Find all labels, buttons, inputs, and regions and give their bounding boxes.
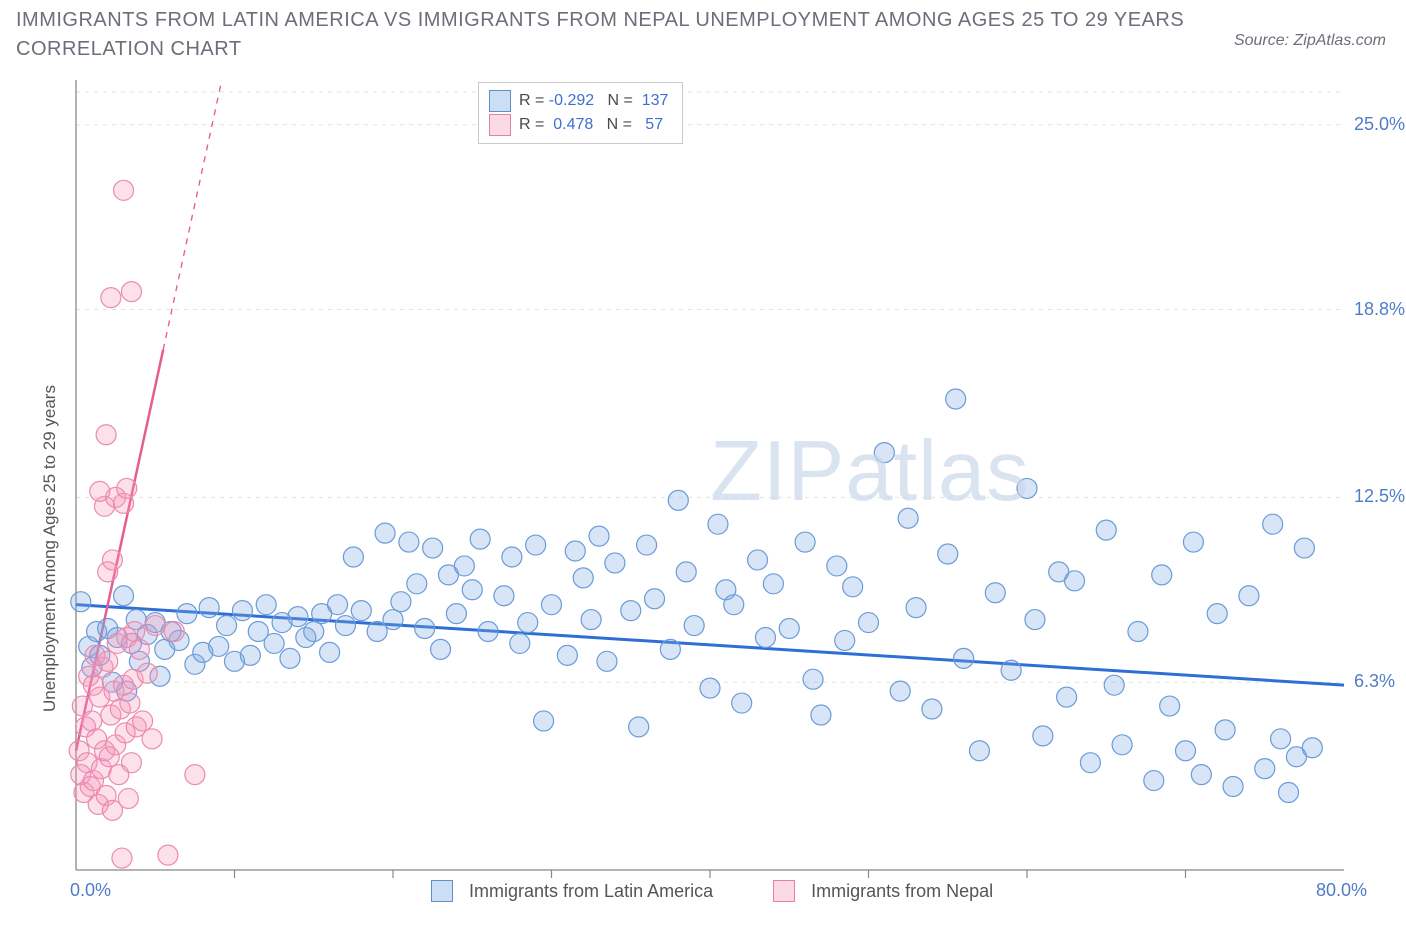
y-tick-label: 12.5% <box>1354 486 1405 507</box>
legend-n-label: N = <box>593 113 636 137</box>
series-name: Immigrants from Latin America <box>469 881 713 902</box>
legend-r-label: R = <box>519 89 549 113</box>
legend-n-value: 137 <box>637 89 668 113</box>
legend-swatch <box>489 90 511 112</box>
x-axis-tick-min: 0.0% <box>70 880 111 901</box>
legend-n-value: 57 <box>636 113 663 137</box>
legend-r-value: 0.478 <box>549 113 593 137</box>
series-legend: Immigrants from Latin America Immigrants … <box>431 880 993 902</box>
chart-area: 6.3%12.5%18.8%25.0% Unemployment Among A… <box>58 80 1358 880</box>
y-tick-label: 6.3% <box>1354 671 1395 692</box>
scatter-plot <box>58 80 1358 880</box>
series-name: Immigrants from Nepal <box>811 881 993 902</box>
legend-swatch <box>773 880 795 902</box>
x-axis-tick-max: 80.0% <box>1316 880 1367 901</box>
legend-r-value: -0.292 <box>549 89 594 113</box>
stats-legend-row: R = -0.292 N = 137 <box>489 89 668 113</box>
chart-title: IMMIGRANTS FROM LATIN AMERICA VS IMMIGRA… <box>16 6 1206 64</box>
series-legend-item: Immigrants from Latin America <box>431 880 713 902</box>
legend-n-label: N = <box>594 89 637 113</box>
y-tick-label: 25.0% <box>1354 114 1405 135</box>
chart-source: Source: ZipAtlas.com <box>1234 32 1386 50</box>
stats-legend-row: R = 0.478 N = 57 <box>489 113 668 137</box>
y-tick-label: 18.8% <box>1354 299 1405 320</box>
y-axis-label: Unemployment Among Ages 25 to 29 years <box>40 385 60 712</box>
series-legend-item: Immigrants from Nepal <box>773 880 993 902</box>
legend-swatch <box>431 880 453 902</box>
legend-r-label: R = <box>519 113 549 137</box>
legend-swatch <box>489 114 511 136</box>
stats-legend: R = -0.292 N = 137R = 0.478 N = 57 <box>478 82 683 144</box>
